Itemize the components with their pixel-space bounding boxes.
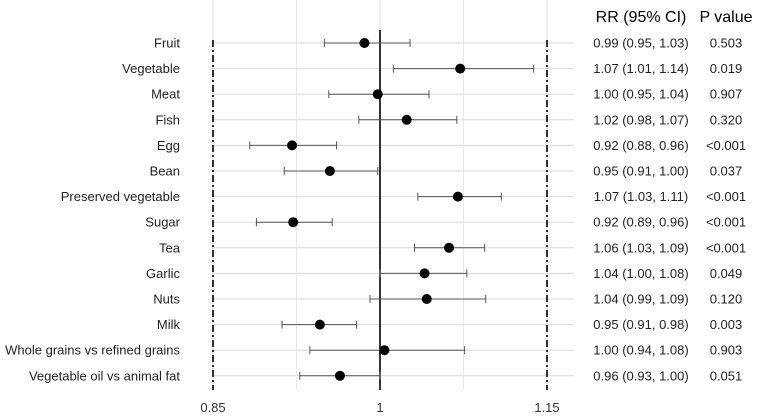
rr-ci-value: 1.02 (0.98, 1.07): [593, 112, 688, 127]
p-value: 0.907: [710, 87, 743, 102]
rr-ci-value: 1.04 (1.00, 1.08): [593, 266, 688, 281]
row-estimate: [417, 191, 502, 202]
x-axis-ticks: 0.85 1 1.15: [200, 400, 559, 415]
rr-ci-value: 0.95 (0.91, 1.00): [593, 164, 688, 179]
point-estimate: [452, 191, 463, 202]
row-labels: Fruit Vegetable Meat Fish Egg Bean Preserved v…: [5, 36, 181, 384]
rr-ci-value: 1.06 (1.03, 1.09): [593, 240, 688, 255]
p-value: 0.503: [710, 36, 743, 51]
rr-ci-value: 0.92 (0.88, 0.96): [593, 138, 688, 153]
p-value: 0.019: [710, 61, 743, 76]
grid-layer: [212, 0, 574, 390]
row-label: Nuts: [153, 292, 180, 307]
row-label: Vegetable: [122, 61, 180, 76]
p-value: <0.001: [706, 189, 746, 204]
row-estimate: [392, 63, 535, 74]
row-label: Tea: [159, 240, 181, 255]
row-estimate: [309, 345, 466, 356]
rr-ci-value: 1.00 (0.94, 1.08): [593, 343, 688, 358]
point-estimate: [324, 166, 335, 176]
p-value: 0.903: [710, 343, 743, 358]
point-estimate: [314, 319, 325, 330]
results-table: RR (95% CI) P value 0.99 (0.95, 1.03) 0.5…: [593, 9, 752, 383]
point-estimate: [288, 217, 299, 228]
p-value: 0.051: [710, 368, 743, 383]
row-estimate: [379, 268, 468, 279]
row-estimate: [414, 242, 486, 253]
point-estimate: [401, 114, 412, 125]
p-value: 0.049: [710, 266, 743, 281]
row-label: Garlic: [146, 266, 180, 281]
rr-ci-value: 0.92 (0.89, 0.96): [593, 215, 688, 230]
marks-layer: [249, 38, 535, 381]
p-value: 0.320: [710, 112, 743, 127]
x-tick-label: 0.85: [200, 400, 225, 415]
row-label: Whole grains vs refined grains: [5, 343, 180, 358]
row-estimate: [369, 294, 487, 304]
row-estimate: [281, 319, 358, 330]
rr-ci-value: 1.04 (0.99, 1.09): [593, 292, 688, 307]
x-tick-label: 1: [376, 400, 383, 415]
row-label: Sugar: [145, 215, 180, 230]
p-value: <0.001: [706, 138, 746, 153]
x-tick-label: 1.15: [534, 400, 559, 415]
point-estimate: [359, 38, 370, 48]
row-estimate: [283, 166, 379, 176]
row-estimate: [328, 89, 430, 100]
row-label: Egg: [157, 138, 180, 153]
p-value: 0.003: [710, 317, 743, 332]
point-estimate: [421, 294, 432, 304]
row-estimate: [358, 114, 458, 125]
point-estimate: [455, 63, 466, 74]
row-label: Vegetable oil vs animal fat: [29, 368, 180, 383]
row-estimate: [323, 38, 411, 48]
row-label: Bean: [150, 164, 180, 179]
point-estimate: [334, 370, 345, 381]
p-value: 0.120: [710, 292, 743, 307]
rr-ci-value: 0.96 (0.93, 1.00): [593, 368, 688, 383]
rr-ci-value: 0.99 (0.95, 1.03): [593, 36, 688, 51]
p-value: 0.037: [710, 164, 743, 179]
rr-ci-value: 1.07 (1.03, 1.11): [594, 189, 688, 204]
row-label: Meat: [151, 87, 180, 102]
point-estimate: [379, 345, 390, 356]
row-estimate: [255, 217, 333, 228]
row-estimate: [299, 370, 381, 381]
row-label: Fruit: [154, 36, 180, 51]
rr-ci-value: 0.95 (0.91, 0.98): [593, 317, 688, 332]
row-label: Preserved vegetable: [61, 189, 180, 204]
p-value-header: P value: [699, 9, 752, 26]
row-label: Milk: [157, 317, 181, 332]
point-estimate: [419, 268, 430, 279]
rr-ci-header: RR (95% CI): [596, 9, 687, 26]
rr-ci-value: 1.07 (1.01, 1.14): [593, 61, 688, 76]
point-estimate: [444, 242, 455, 253]
row-estimate: [249, 140, 338, 151]
reference-layer: [212, 30, 548, 390]
p-value: <0.001: [706, 215, 746, 230]
row-label: Fish: [155, 112, 180, 127]
point-estimate: [287, 140, 298, 151]
point-estimate: [372, 89, 383, 100]
rr-ci-value: 1.00 (0.95, 1.04): [593, 87, 688, 102]
p-value: <0.001: [706, 240, 746, 255]
